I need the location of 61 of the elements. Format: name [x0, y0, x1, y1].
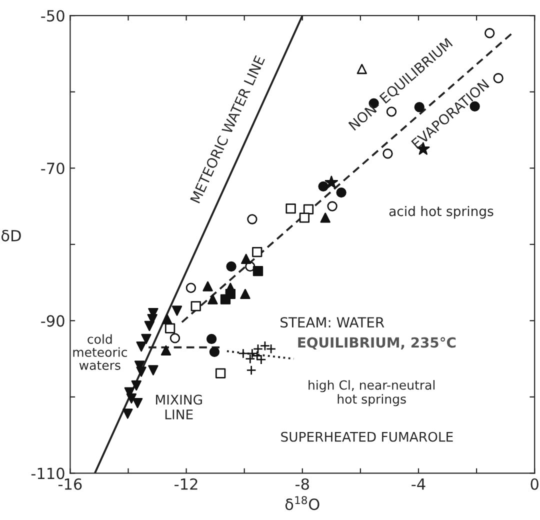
point — [336, 187, 346, 198]
point — [246, 365, 256, 376]
point — [386, 106, 397, 117]
point — [303, 204, 314, 214]
annotation: SUPERHEATED FUMAROLE — [281, 432, 453, 442]
x-tick-label: -12 — [174, 478, 198, 490]
point — [132, 398, 143, 408]
point — [209, 346, 220, 358]
point — [320, 212, 330, 223]
point — [226, 261, 236, 272]
point — [215, 368, 226, 378]
y-tick-label: -70 — [41, 162, 64, 174]
annotation: acid hot springs — [389, 206, 494, 219]
point — [286, 203, 296, 214]
y-axis-title: δD — [2, 230, 21, 242]
point — [186, 282, 196, 293]
point — [172, 306, 182, 316]
point — [160, 345, 172, 356]
point — [148, 365, 158, 376]
y-tick-label: -50 — [41, 10, 64, 22]
point — [318, 181, 328, 192]
point — [266, 344, 276, 354]
point — [240, 288, 250, 300]
point — [144, 320, 155, 332]
annotation: high Cl, near-neutral hot springs — [308, 380, 435, 406]
point — [131, 380, 142, 391]
point — [238, 348, 248, 359]
point — [164, 323, 176, 334]
y-tick-label: -110 — [31, 468, 64, 480]
point — [241, 254, 252, 264]
point — [190, 301, 201, 312]
x-tick-label: 0 — [530, 478, 538, 490]
point — [327, 201, 338, 212]
point — [202, 281, 213, 292]
point — [493, 73, 504, 84]
x-tick-label: -16 — [58, 478, 82, 490]
x-tick-label: -4 — [412, 478, 426, 490]
point — [252, 246, 262, 258]
point — [141, 334, 152, 344]
annotation: EQUILIBRIUM, 235°C — [298, 337, 456, 350]
point — [122, 408, 133, 419]
point — [206, 334, 217, 344]
point — [324, 176, 338, 188]
point — [252, 266, 264, 276]
point — [247, 214, 258, 224]
point — [136, 366, 146, 377]
point — [170, 333, 180, 344]
annotation: cold meteoric waters — [73, 334, 127, 370]
point — [356, 64, 367, 74]
annotation: STEAM: WATER — [280, 317, 384, 328]
point — [299, 212, 310, 223]
y-tick-label: -90 — [41, 315, 64, 327]
x-tick-label: -8 — [296, 478, 309, 490]
point — [484, 28, 495, 38]
point — [256, 354, 266, 365]
annotation: MIXING LINE — [156, 394, 202, 420]
point — [136, 342, 146, 352]
point — [225, 288, 236, 300]
x-axis-title: δ$^{18}$O — [285, 496, 320, 510]
point — [382, 148, 393, 159]
point — [208, 294, 218, 304]
